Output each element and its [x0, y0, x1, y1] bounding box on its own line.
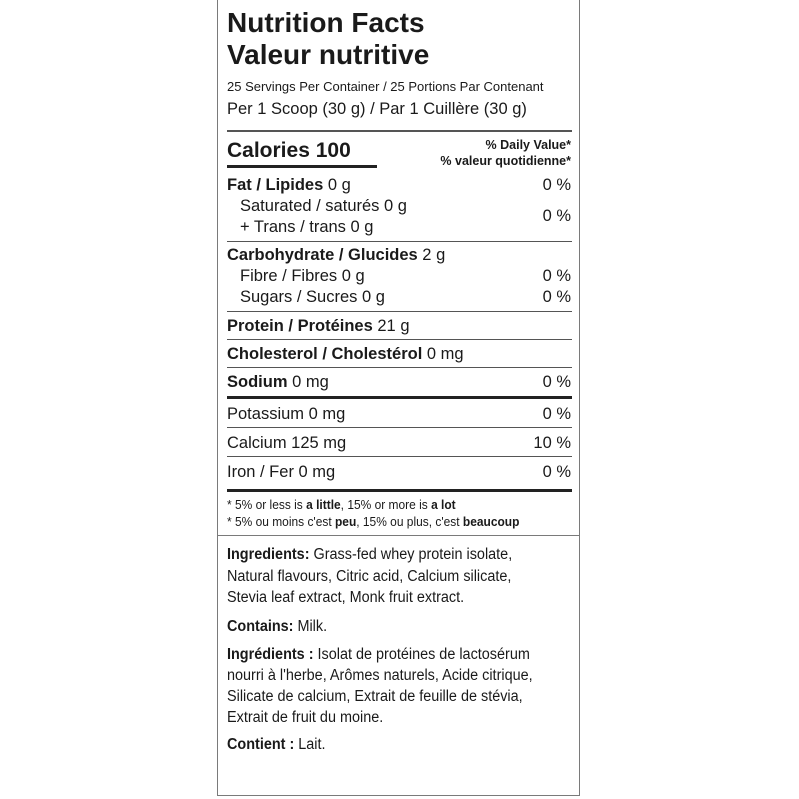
calories: Calories 100: [227, 139, 351, 162]
servings-per-container: 25 Servings Per Container / 25 Portions …: [227, 79, 544, 94]
divider-thick: [227, 396, 572, 399]
ingredients-fr: Ingrédients : Isolat de protéines de lac…: [227, 646, 530, 663]
dv-fibre: 0 %: [542, 267, 571, 285]
nutrient-sugars: Sugars / Sucres 0 g: [240, 288, 385, 306]
dv-sugars: 0 %: [542, 288, 571, 306]
ingredients-fr-line: Extrait de fruit du moine.: [227, 709, 384, 726]
divider-thick: [227, 489, 572, 492]
nutrient-cholesterol: Cholesterol / Cholestérol 0 mg: [227, 345, 464, 363]
divider: [227, 241, 572, 242]
nutrient-calcium: Calcium 125 mg: [227, 434, 347, 452]
contains-fr: Contient : Lait.: [227, 736, 326, 753]
divider: [227, 456, 572, 457]
dv-iron: 0 %: [542, 463, 571, 481]
nutrient-iron: Iron / Fer 0 mg: [227, 463, 336, 481]
ingredients-en: Ingredients: Grass-fed whey protein isol…: [227, 546, 513, 563]
contains-en: Contains: Milk.: [227, 618, 328, 635]
divider: [227, 311, 572, 312]
calories-underline: [227, 165, 377, 168]
footnote-en: * 5% or less is a little, 15% or more is…: [227, 497, 456, 512]
nutrient-saturated: Saturated / saturés 0 g: [240, 197, 407, 215]
nutrient-fat: Fat / Lipides 0 g: [227, 176, 351, 194]
divider: [227, 130, 572, 132]
nutrient-fibre: Fibre / Fibres 0 g: [240, 267, 365, 285]
ingredients-fr-line: nourri à l'herbe, Arômes naturels, Acide…: [227, 667, 533, 684]
dv-calcium: 10 %: [533, 434, 571, 452]
section-divider: [217, 535, 580, 536]
footnote-fr: * 5% ou moins c'est peu, 15% ou plus, c'…: [227, 514, 520, 529]
nutrient-sodium: Sodium 0 mg: [227, 373, 329, 391]
daily-value-fr: % valeur quotidienne*: [440, 154, 571, 168]
dv-fat: 0 %: [542, 176, 571, 194]
divider: [227, 367, 572, 368]
dv-sodium: 0 %: [542, 373, 571, 391]
divider: [227, 427, 572, 428]
serving-size: Per 1 Scoop (30 g) / Par 1 Cuillère (30 …: [227, 100, 527, 118]
nutrient-potassium: Potassium 0 mg: [227, 405, 346, 423]
ingredients-fr-line: Silicate de calcium, Extrait de feuille …: [227, 688, 523, 705]
nutrition-label-box: [217, 0, 580, 796]
ingredients-en-line: Stevia leaf extract, Monk fruit extract.: [227, 589, 465, 606]
divider: [227, 339, 572, 340]
nutrient-protein: Protein / Protéines 21 g: [227, 317, 410, 335]
title-en: Nutrition Facts: [227, 7, 425, 38]
ingredients-en-line: Natural flavours, Citric acid, Calcium s…: [227, 568, 512, 585]
dv-potassium: 0 %: [542, 405, 571, 423]
dv-saturated-trans: 0 %: [542, 207, 571, 225]
daily-value-en: % Daily Value*: [485, 138, 571, 152]
nutrient-carbohydrate: Carbohydrate / Glucides 2 g: [227, 246, 446, 264]
title-fr: Valeur nutritive: [227, 39, 430, 70]
nutrient-trans: + Trans / trans 0 g: [240, 218, 374, 236]
